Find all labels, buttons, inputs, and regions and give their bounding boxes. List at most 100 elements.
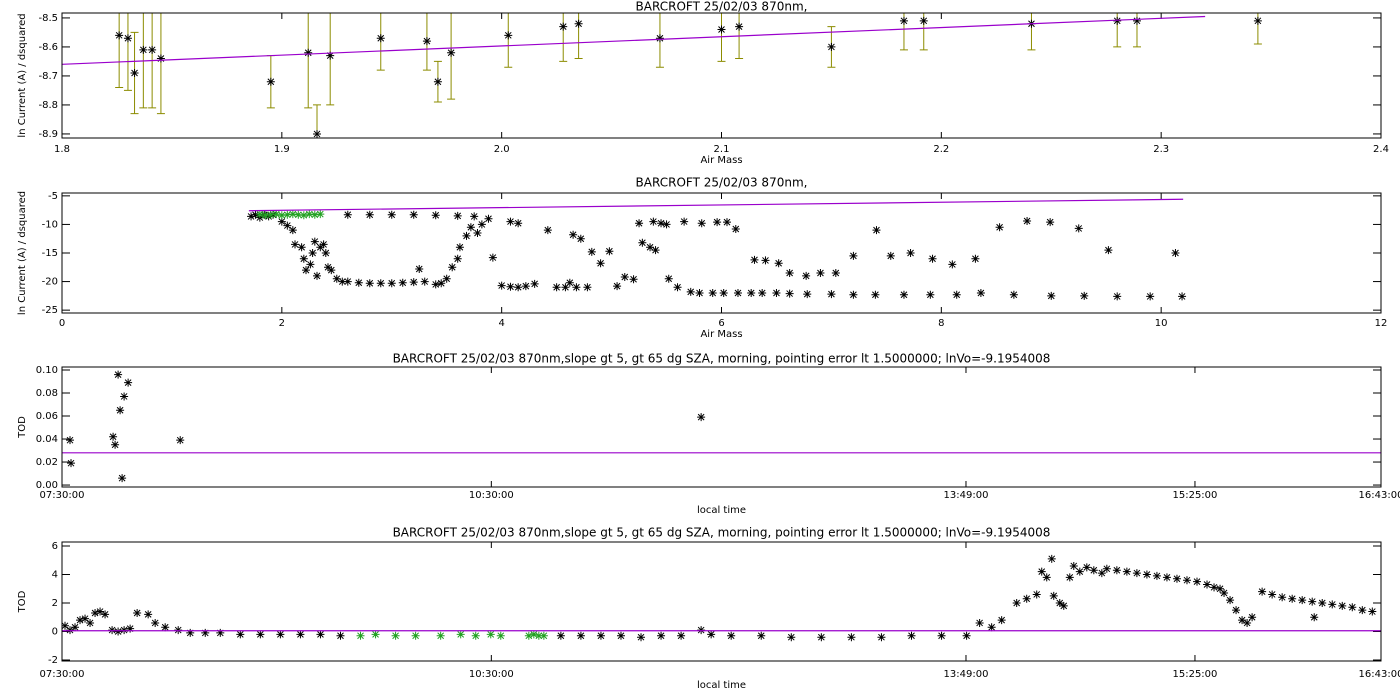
data-point (387, 279, 396, 288)
data-point (1065, 573, 1074, 582)
error-bar (919, 13, 928, 51)
data-point (67, 459, 76, 468)
data-point (118, 474, 127, 483)
data-point (81, 614, 90, 623)
data-point (552, 283, 561, 292)
data-point (1238, 616, 1247, 625)
data-point (569, 230, 578, 239)
data-point (1178, 292, 1187, 301)
data-point (1075, 567, 1084, 576)
data-point (62, 621, 70, 630)
data-point (288, 210, 297, 219)
data-point (453, 211, 462, 220)
data-point (321, 249, 330, 257)
data-point (1248, 613, 1257, 622)
data-point (886, 251, 895, 260)
y-tick-label: -20 (42, 277, 58, 288)
data-point (76, 616, 85, 625)
data-point (1298, 596, 1307, 605)
data-point (637, 633, 646, 642)
data-point (1171, 249, 1180, 257)
data-point (1193, 577, 1201, 586)
error-bar (123, 13, 132, 91)
data-point (310, 237, 319, 246)
data-point (266, 77, 275, 86)
data-point (1132, 16, 1141, 25)
data-point (976, 289, 985, 297)
x-tick-label: 2.1 (714, 144, 730, 155)
data-point (151, 618, 160, 627)
data-point (251, 210, 260, 219)
data-point (1042, 573, 1051, 582)
data-point (415, 265, 424, 273)
y-tick-label: 0.10 (36, 365, 58, 376)
data-point (156, 54, 165, 63)
data-point (133, 608, 142, 617)
data-point (1046, 218, 1055, 227)
data-point (596, 631, 605, 640)
data-point (899, 290, 908, 299)
data-point (111, 440, 120, 449)
y-tick-label: 0.00 (36, 480, 58, 491)
data-point (436, 631, 445, 640)
data-point (391, 631, 400, 640)
x-axis-label: local time (697, 680, 746, 691)
data-point (695, 289, 704, 297)
y-tick-label: 0 (52, 626, 58, 637)
x-tick-label: 0 (59, 318, 65, 329)
data-point (316, 243, 325, 252)
data-point (109, 432, 118, 441)
x-tick-label: 1.9 (274, 144, 290, 155)
data-point (447, 48, 456, 57)
data-point (750, 255, 759, 264)
data-point (1328, 600, 1337, 609)
y-tick-label: 0.02 (36, 457, 58, 468)
data-point (477, 220, 486, 229)
data-point (398, 278, 407, 287)
data-point (216, 628, 225, 637)
data-point (236, 630, 245, 639)
data-point (1132, 569, 1141, 578)
y-tick-label: -25 (42, 305, 58, 316)
data-point (433, 77, 442, 86)
data-point (587, 247, 596, 256)
data-point (574, 19, 583, 28)
data-point (506, 217, 515, 226)
data-point (422, 37, 431, 46)
data-point (629, 275, 638, 284)
data-point (761, 256, 770, 265)
error-bar (574, 13, 583, 60)
y-axis-label: TOD (17, 416, 28, 439)
data-point (456, 630, 465, 639)
data-point (1082, 563, 1091, 572)
data-point (1037, 567, 1046, 576)
data-point (126, 624, 135, 633)
data-point (326, 51, 335, 60)
x-tick-label: 2.2 (933, 144, 949, 155)
data-point (1243, 618, 1252, 627)
data-point (530, 279, 539, 288)
data-point (962, 631, 971, 640)
data-point (719, 289, 728, 297)
data-point (827, 42, 836, 51)
x-tick-label: 13:49:00 (944, 490, 989, 501)
data-point (1152, 571, 1161, 580)
data-point (409, 278, 418, 287)
data-point (802, 271, 811, 280)
data-point (686, 287, 695, 296)
data-point (662, 220, 671, 229)
data-point (116, 406, 125, 415)
plot-frame (61, 12, 1382, 139)
y-tick-label: -5 (48, 191, 58, 202)
data-point (1310, 613, 1319, 622)
data-point (816, 269, 825, 277)
data-point (1268, 590, 1277, 599)
data-point (272, 210, 281, 219)
data-point (655, 34, 664, 43)
data-point (657, 219, 666, 228)
x-tick-label: 2.3 (1153, 144, 1169, 155)
data-point (975, 618, 984, 627)
data-point (680, 217, 689, 226)
